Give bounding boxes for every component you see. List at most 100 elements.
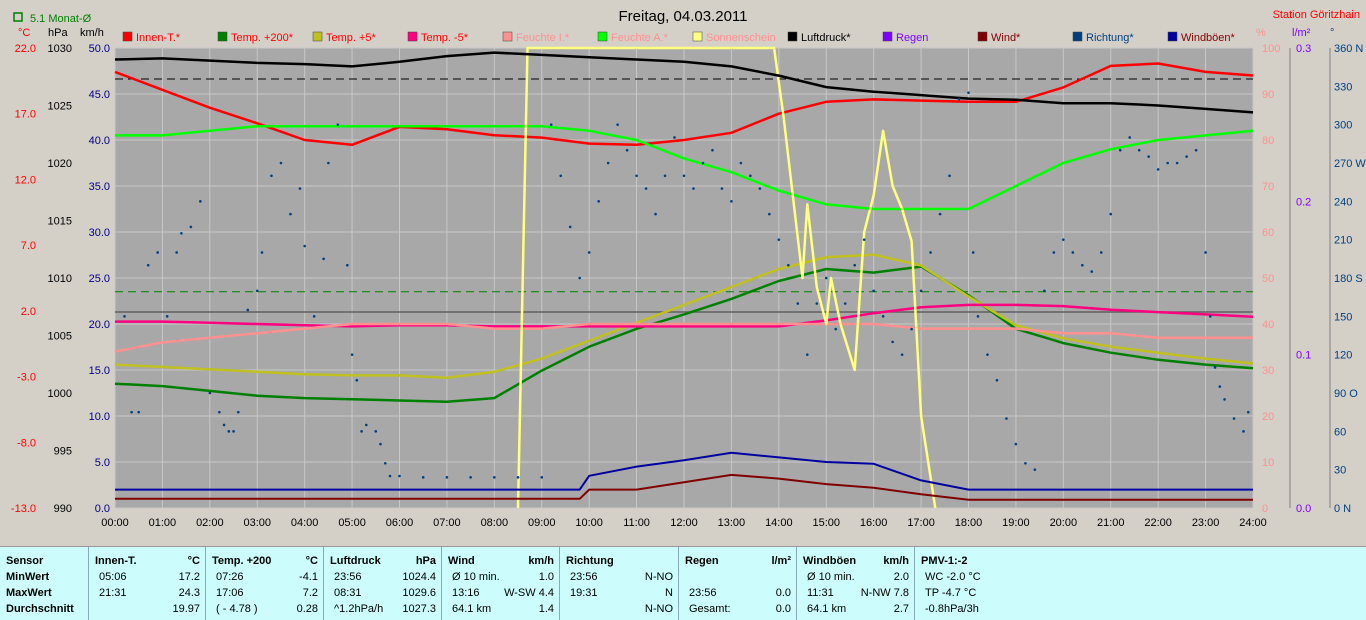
- stats-row: 05:06 17.2: [89, 569, 206, 585]
- wind-tick-label: 25.0: [89, 273, 110, 285]
- direction-point: [739, 161, 743, 165]
- humidity-tick-label: 70: [1262, 181, 1274, 193]
- stats-value: W-SW 4.4: [504, 587, 554, 599]
- stats-row: Innen-T. °C: [89, 553, 206, 569]
- direction-point: [279, 161, 283, 165]
- stats-value: N-NW 7.8: [860, 587, 909, 599]
- direction-point: [824, 276, 828, 280]
- direction-tick-label: 150: [1334, 311, 1352, 323]
- legend-label: Innen-T.*: [136, 32, 181, 44]
- pressure-tick-label: 1010: [48, 273, 72, 285]
- direction-point: [768, 212, 771, 216]
- direction-point: [986, 353, 989, 356]
- stats-row: N-NO: [560, 601, 679, 617]
- direction-point: [322, 257, 325, 261]
- direction-tick-label: 180 S: [1334, 273, 1363, 285]
- direction-point: [682, 174, 686, 178]
- direction-tick-label: 360 N: [1334, 43, 1363, 55]
- stats-row: PMV-1:-2: [915, 553, 1045, 569]
- stats-value: 1.4: [538, 603, 554, 615]
- direction-point: [578, 276, 581, 280]
- pressure-tick-label: 1030: [48, 43, 72, 55]
- legend-label: Regen: [896, 32, 928, 44]
- direction-point: [787, 263, 790, 267]
- stats-value: N: [665, 587, 673, 599]
- x-tick-label: 18:00: [955, 517, 983, 529]
- rain-tick-label: 0.1: [1296, 350, 1311, 362]
- direction-point: [1071, 251, 1075, 254]
- pressure-tick-label: 1020: [48, 158, 72, 170]
- direction-point: [123, 315, 126, 318]
- direction-point: [1209, 315, 1212, 318]
- humidity-tick-label: 40: [1262, 319, 1274, 331]
- wind-tick-label: 5.0: [95, 457, 110, 469]
- monat-marker: [13, 12, 23, 22]
- legend-swatch: [692, 31, 703, 42]
- direction-point: [749, 174, 752, 178]
- humidity-tick-label: 60: [1262, 227, 1274, 239]
- direction-point: [303, 244, 306, 248]
- direction-point: [379, 442, 382, 446]
- x-tick-label: 19:00: [1002, 517, 1030, 529]
- direction-point: [1005, 417, 1008, 420]
- direction-point: [957, 97, 961, 101]
- direction-point: [568, 225, 572, 229]
- stats-value: 0.0: [775, 603, 791, 615]
- direction-point: [493, 476, 496, 479]
- stats-value: 1024.4: [402, 571, 436, 583]
- direction-point: [189, 225, 193, 229]
- direction-point: [853, 263, 856, 267]
- direction-point: [1223, 398, 1226, 401]
- direction-point: [938, 212, 942, 216]
- x-tick-label: 21:00: [1097, 517, 1125, 529]
- temp-tick-label: 2.0: [21, 306, 36, 318]
- stats-value: 24.3: [178, 587, 200, 599]
- direction-point: [635, 174, 638, 178]
- direction-point: [720, 187, 724, 190]
- direction-point: [1204, 251, 1207, 254]
- legend-swatch: [597, 31, 608, 42]
- direction-point: [346, 263, 349, 267]
- direction-point: [929, 251, 932, 254]
- direction-point: [843, 302, 847, 305]
- stats-row: 23:56 0.0: [679, 585, 797, 601]
- direction-point: [673, 136, 676, 139]
- direction-tick-label: 120: [1334, 350, 1352, 362]
- x-tick-label: 15:00: [812, 517, 840, 529]
- direction-point: [881, 315, 885, 318]
- x-tick-label: 05:00: [338, 517, 366, 529]
- stats-row: 23:56 1024.4: [324, 569, 442, 585]
- stats-value: 1029.6: [402, 587, 436, 599]
- stats-row: 19:31 N: [560, 585, 679, 601]
- direction-point: [1246, 410, 1250, 414]
- legend-label: Feuchte A.*: [611, 32, 669, 44]
- x-tick-label: 22:00: [1144, 517, 1172, 529]
- rain-tick-label: 0.3: [1296, 43, 1311, 55]
- direction-point: [900, 353, 904, 356]
- stats-column: Innen-T. °C 05:06 17.2 21:31 24.3 19.97: [88, 547, 206, 620]
- stats-value: 2.7: [893, 603, 909, 615]
- stats-label: ^1.2hPa/h: [334, 603, 384, 615]
- x-tick-label: 02:00: [196, 517, 224, 529]
- stats-label: 08:31: [334, 587, 362, 599]
- humidity-tick-label: 80: [1262, 135, 1274, 147]
- legend-swatch: [217, 31, 228, 42]
- direction-point: [1218, 385, 1222, 388]
- x-tick-label: 09:00: [528, 517, 556, 529]
- stats-row: 17:06 7.2: [206, 585, 324, 601]
- direction-point: [355, 378, 359, 382]
- humidity-tick-label: 50: [1262, 273, 1274, 285]
- stats-header: Richtung: [566, 555, 614, 567]
- direction-point: [246, 308, 250, 312]
- temp-tick-label: -3.0: [17, 372, 36, 384]
- direction-point: [199, 200, 202, 203]
- direction-tick-label: 270 W: [1334, 158, 1366, 170]
- legend-swatch: [122, 31, 133, 42]
- stats-label: 17:06: [216, 587, 244, 599]
- direction-point: [255, 289, 259, 293]
- direction-point: [445, 476, 449, 479]
- direction-point: [549, 123, 553, 126]
- direction-tick-label: 0 N: [1334, 503, 1351, 515]
- wind-tick-label: 15.0: [89, 365, 110, 377]
- stats-row: ( - 4.78 ) 0.28: [206, 601, 324, 617]
